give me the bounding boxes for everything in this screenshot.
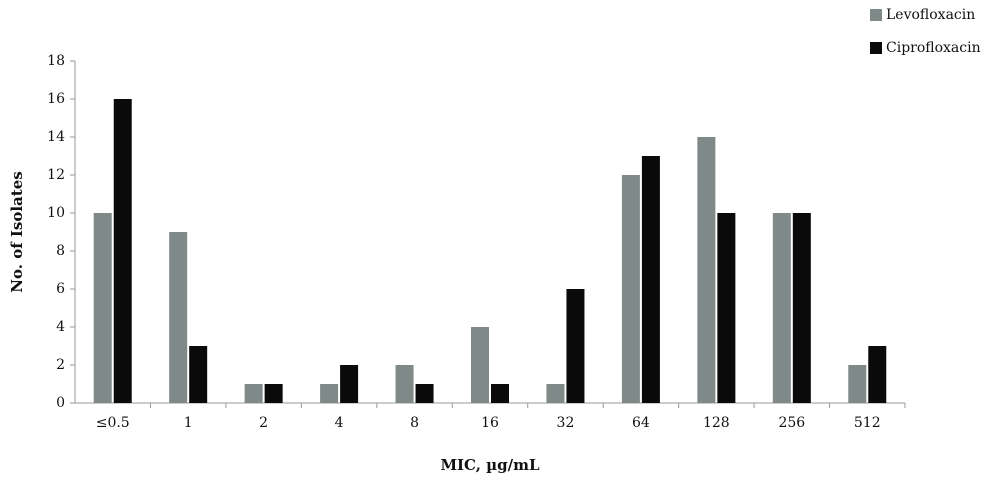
- bar: [244, 384, 263, 403]
- bar: [93, 213, 112, 403]
- bar: [169, 232, 188, 403]
- y-tick-label: 8: [56, 243, 65, 259]
- x-tick-label: 128: [703, 415, 730, 431]
- bar: [546, 384, 565, 403]
- bar: [848, 365, 867, 403]
- bar: [189, 346, 208, 403]
- x-tick-label: 1: [184, 415, 193, 431]
- y-tick-label: 10: [47, 205, 65, 221]
- bar: [340, 365, 359, 403]
- legend-label: Levofloxacin: [886, 7, 975, 23]
- x-tick-label: 4: [335, 415, 344, 431]
- legend-swatch: [870, 42, 882, 54]
- bar: [395, 365, 414, 403]
- x-tick-label: 2: [259, 415, 268, 431]
- x-tick-label: 512: [854, 415, 881, 431]
- bar: [491, 384, 509, 403]
- x-tick-label: 256: [778, 415, 805, 431]
- y-tick-label: 0: [56, 395, 65, 411]
- y-tick-label: 18: [47, 53, 65, 69]
- legend-swatch: [870, 9, 882, 21]
- y-tick-label: 14: [47, 129, 65, 145]
- x-tick-label: 8: [410, 415, 419, 431]
- x-tick-label: 64: [632, 415, 650, 431]
- y-tick-label: 6: [56, 281, 65, 297]
- bar: [621, 175, 640, 403]
- bar: [264, 384, 283, 403]
- bar: [641, 156, 660, 403]
- bar: [868, 346, 887, 403]
- bar: [717, 213, 736, 403]
- y-tick-label: 2: [56, 357, 65, 373]
- y-tick-label: 12: [47, 167, 65, 183]
- legend-label: Ciprofloxacin: [886, 40, 981, 56]
- y-tick-label: 16: [47, 91, 65, 107]
- bar: [471, 327, 489, 403]
- bar: [415, 384, 434, 403]
- bar: [566, 289, 585, 403]
- x-axis-label: MIC, µg/mL: [440, 456, 540, 474]
- x-tick-label: 16: [481, 415, 499, 431]
- bar: [113, 99, 132, 403]
- bar: [792, 213, 811, 403]
- x-tick-label: ≤0.5: [96, 415, 130, 431]
- bar: [697, 137, 716, 403]
- y-axis-label: No. of Isolates: [8, 171, 26, 292]
- y-tick-label: 4: [56, 319, 65, 335]
- x-tick-label: 32: [557, 415, 575, 431]
- bar: [320, 384, 339, 403]
- bar: [772, 213, 791, 403]
